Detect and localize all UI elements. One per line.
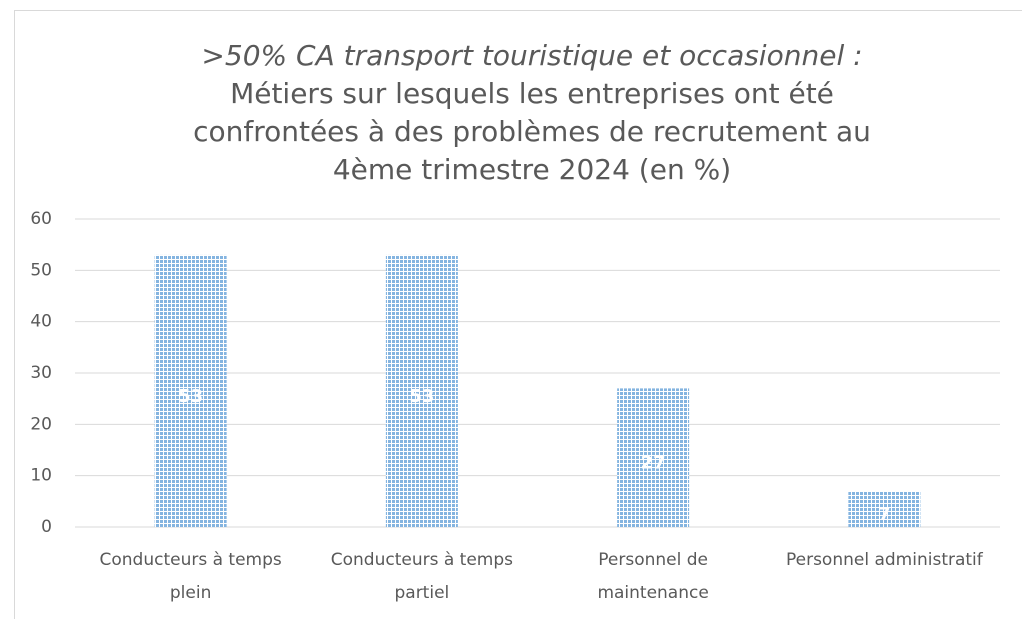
- data-label: 53: [178, 386, 203, 407]
- data-label: 27: [641, 453, 666, 474]
- chart-subtitle: 4ème trimestre 2024 (en %): [333, 153, 731, 186]
- y-tick-label: 20: [30, 414, 52, 434]
- x-tick-label: Conducteurs à temps plein: [99, 550, 281, 603]
- x-tick-label: Conducteurs à temps partiel: [331, 550, 513, 603]
- y-tick-label: 60: [30, 209, 52, 229]
- bar: [617, 388, 690, 527]
- x-tick-label: Personnel administratif: [786, 550, 984, 570]
- data-label: 7: [878, 504, 891, 525]
- bar: [848, 491, 921, 527]
- y-tick-label: 10: [30, 466, 52, 486]
- frame: [14, 10, 1022, 619]
- data-label: 53: [409, 386, 434, 407]
- chart-subtitle: Métiers sur lesquels les entreprises ont…: [230, 77, 834, 110]
- y-tick-label: 30: [30, 363, 52, 383]
- bar: [154, 254, 227, 527]
- y-tick-label: 0: [41, 517, 52, 537]
- x-tick-label: Personnel de maintenance: [597, 550, 708, 603]
- chart-title: >50% CA transport touristique et occasio…: [201, 39, 862, 72]
- y-tick-label: 40: [30, 312, 52, 332]
- y-tick-label: 50: [30, 260, 52, 280]
- bar: [385, 254, 458, 527]
- chart-subtitle: confrontées à des problèmes de recruteme…: [193, 115, 871, 148]
